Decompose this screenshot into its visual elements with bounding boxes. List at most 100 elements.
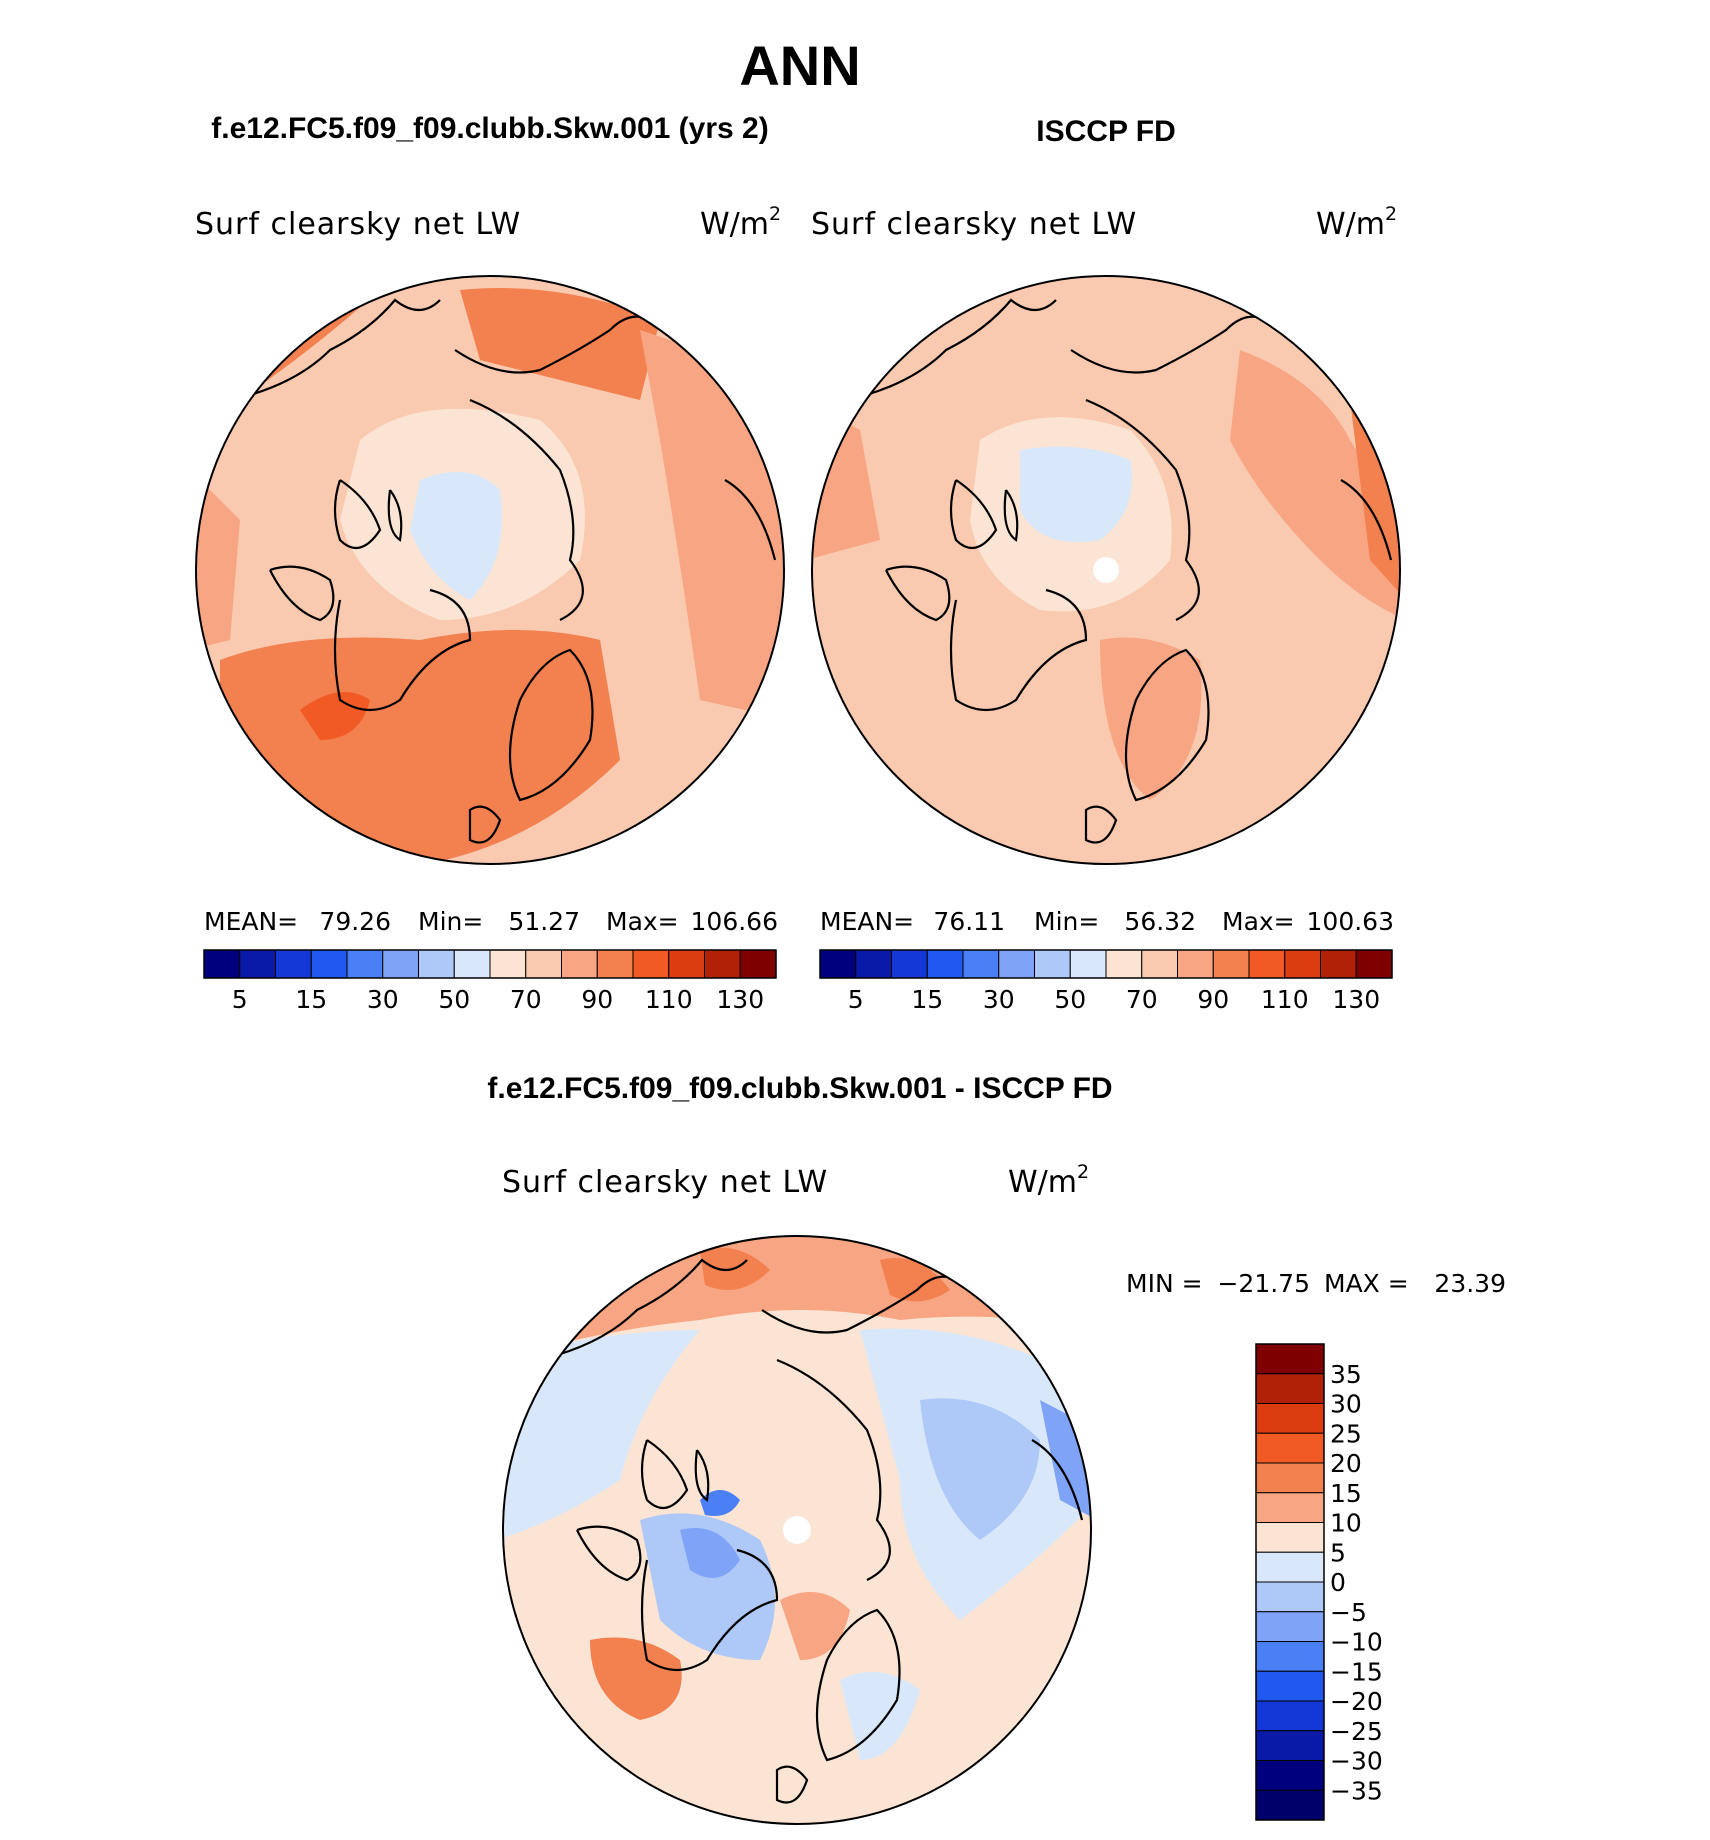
colorbar-swatch bbox=[1255, 1760, 1325, 1791]
colorbar-tick-label: 50 bbox=[438, 985, 470, 1014]
colorbar-swatch bbox=[1255, 1581, 1325, 1613]
obs-max-value: 100.63 bbox=[1307, 907, 1394, 936]
diff-map bbox=[502, 1235, 1092, 1825]
colorbar-tick-label: 70 bbox=[510, 985, 542, 1014]
colorbar-frame bbox=[203, 949, 777, 979]
colorbar-swatch bbox=[1255, 1730, 1325, 1761]
colorbar-swatch bbox=[525, 949, 562, 979]
colorbar-swatch bbox=[1248, 949, 1286, 979]
colorbar-swatch bbox=[704, 949, 741, 979]
colorbar-swatch bbox=[739, 949, 777, 979]
colorbar-swatch bbox=[1255, 1462, 1325, 1494]
obs-title: ISCCP FD bbox=[1036, 115, 1175, 148]
model-coastlines bbox=[249, 298, 777, 844]
colorbar-swatch bbox=[926, 949, 964, 979]
colorbar-tick-label: 90 bbox=[581, 985, 613, 1014]
diff-title: f.e12.FC5.f09_f09.clubb.Skw.001 - ISCCP … bbox=[487, 1072, 1112, 1105]
colorbar-tick-label: 15 bbox=[911, 985, 943, 1014]
colorbar-swatch bbox=[1255, 1700, 1325, 1732]
colorbar-tick-label: 35 bbox=[1330, 1360, 1362, 1389]
colorbar-tick-label: −35 bbox=[1330, 1776, 1383, 1805]
model-map bbox=[195, 275, 785, 865]
colorbar-swatch bbox=[855, 949, 892, 979]
diff-min-label: MIN = bbox=[1126, 1269, 1203, 1298]
obs-mean-value: 76.11 bbox=[933, 907, 1005, 936]
colorbar-tick-label: 25 bbox=[1330, 1419, 1362, 1448]
colorbar-tick-label: 5 bbox=[232, 985, 248, 1014]
obs-colorbar: 5 15 30 50 70 90 110 130 bbox=[819, 949, 1393, 1014]
colorbar-tick-label: 130 bbox=[1332, 985, 1380, 1014]
diff-min-value: −21.75 bbox=[1217, 1269, 1310, 1298]
colorbar-tick-label: −5 bbox=[1330, 1598, 1367, 1627]
colorbar-tick-label: 30 bbox=[1330, 1390, 1362, 1419]
colorbar-swatch bbox=[1320, 949, 1357, 979]
colorbar-swatch bbox=[632, 949, 670, 979]
colorbar-swatch bbox=[1069, 949, 1107, 979]
colorbar-swatch bbox=[1141, 949, 1178, 979]
colorbar-tick-label: −25 bbox=[1330, 1717, 1383, 1746]
colorbar-tick-label: −30 bbox=[1330, 1747, 1383, 1776]
colorbar-swatch bbox=[239, 949, 276, 979]
colorbar-tick-label: 5 bbox=[1330, 1538, 1346, 1567]
obs-coastlines bbox=[865, 298, 1393, 844]
colorbar-swatch bbox=[418, 949, 455, 979]
obs-min-label: Min= bbox=[1034, 907, 1099, 936]
colorbar-swatch bbox=[819, 949, 857, 979]
colorbar-tick-label: 110 bbox=[645, 985, 693, 1014]
colorbar-swatch bbox=[1255, 1670, 1325, 1702]
obs-units-label: W/m2 bbox=[1316, 203, 1397, 242]
colorbar-swatch bbox=[1255, 1343, 1325, 1375]
model-max-value: 106.66 bbox=[691, 907, 778, 936]
model-mean-value: 79.26 bbox=[319, 907, 391, 936]
colorbar-swatch bbox=[203, 949, 241, 979]
colorbar-swatch bbox=[275, 949, 312, 979]
model-mean-label: MEAN= bbox=[204, 907, 298, 936]
colorbar-tick-label: 30 bbox=[983, 985, 1015, 1014]
colorbar-swatch bbox=[596, 949, 634, 979]
colorbar-swatch bbox=[1255, 1789, 1325, 1821]
colorbar-swatch bbox=[891, 949, 928, 979]
obs-stats: MEAN= 76.11 Min= 56.32 Max= 100.63 bbox=[820, 907, 1394, 936]
model-title: f.e12.FC5.f09_f09.clubb.Skw.001 (yrs 2) bbox=[211, 112, 768, 145]
colorbar-tick-label: 90 bbox=[1197, 985, 1229, 1014]
colorbar-swatch bbox=[1105, 949, 1143, 979]
colorbar-swatch bbox=[1255, 1551, 1325, 1583]
colorbar-tick-label: −15 bbox=[1330, 1657, 1383, 1686]
diff-max-value: 23.39 bbox=[1434, 1269, 1506, 1298]
model-stats: MEAN= 79.26 Min= 51.27 Max= 106.66 bbox=[204, 907, 778, 936]
diff-coastlines bbox=[556, 1258, 1084, 1804]
colorbar-swatch bbox=[489, 949, 527, 979]
diff-units-label: W/m2 bbox=[1008, 1161, 1089, 1200]
colorbar-tick-label: 15 bbox=[1330, 1479, 1362, 1508]
colorbar-tick-label: 110 bbox=[1261, 985, 1309, 1014]
colorbar-swatch bbox=[561, 949, 598, 979]
colorbar-swatch bbox=[1255, 1432, 1325, 1464]
colorbar-tick-label: −20 bbox=[1330, 1687, 1383, 1716]
obs-mean-label: MEAN= bbox=[820, 907, 914, 936]
colorbar-swatch bbox=[346, 949, 384, 979]
colorbar-swatch bbox=[1212, 949, 1250, 979]
colorbar-swatch bbox=[1255, 1492, 1325, 1523]
model-min-label: Min= bbox=[418, 907, 483, 936]
colorbar-swatch bbox=[1255, 1403, 1325, 1434]
colorbar-swatch bbox=[1177, 949, 1214, 979]
colorbar-frame bbox=[1255, 1343, 1325, 1821]
colorbar-swatch bbox=[1255, 1373, 1325, 1404]
colorbar-tick-label: 0 bbox=[1330, 1568, 1346, 1597]
obs-variable-label: Surf clearsky net LW bbox=[811, 207, 1137, 242]
colorbar-swatch bbox=[453, 949, 491, 979]
model-min-value: 51.27 bbox=[508, 907, 580, 936]
diff-max-label: MAX = bbox=[1324, 1269, 1409, 1298]
model-units-label: W/m2 bbox=[700, 203, 781, 242]
colorbar-swatch bbox=[310, 949, 348, 979]
colorbar-tick-label: 30 bbox=[367, 985, 399, 1014]
colorbar-swatch bbox=[668, 949, 705, 979]
colorbar-tick-label: 15 bbox=[295, 985, 327, 1014]
obs-max-label: Max= bbox=[1222, 907, 1295, 936]
colorbar-tick-label: 20 bbox=[1330, 1449, 1362, 1478]
colorbar-swatch bbox=[1034, 949, 1071, 979]
colorbar-tick-label: 130 bbox=[716, 985, 764, 1014]
colorbar-swatch bbox=[998, 949, 1035, 979]
